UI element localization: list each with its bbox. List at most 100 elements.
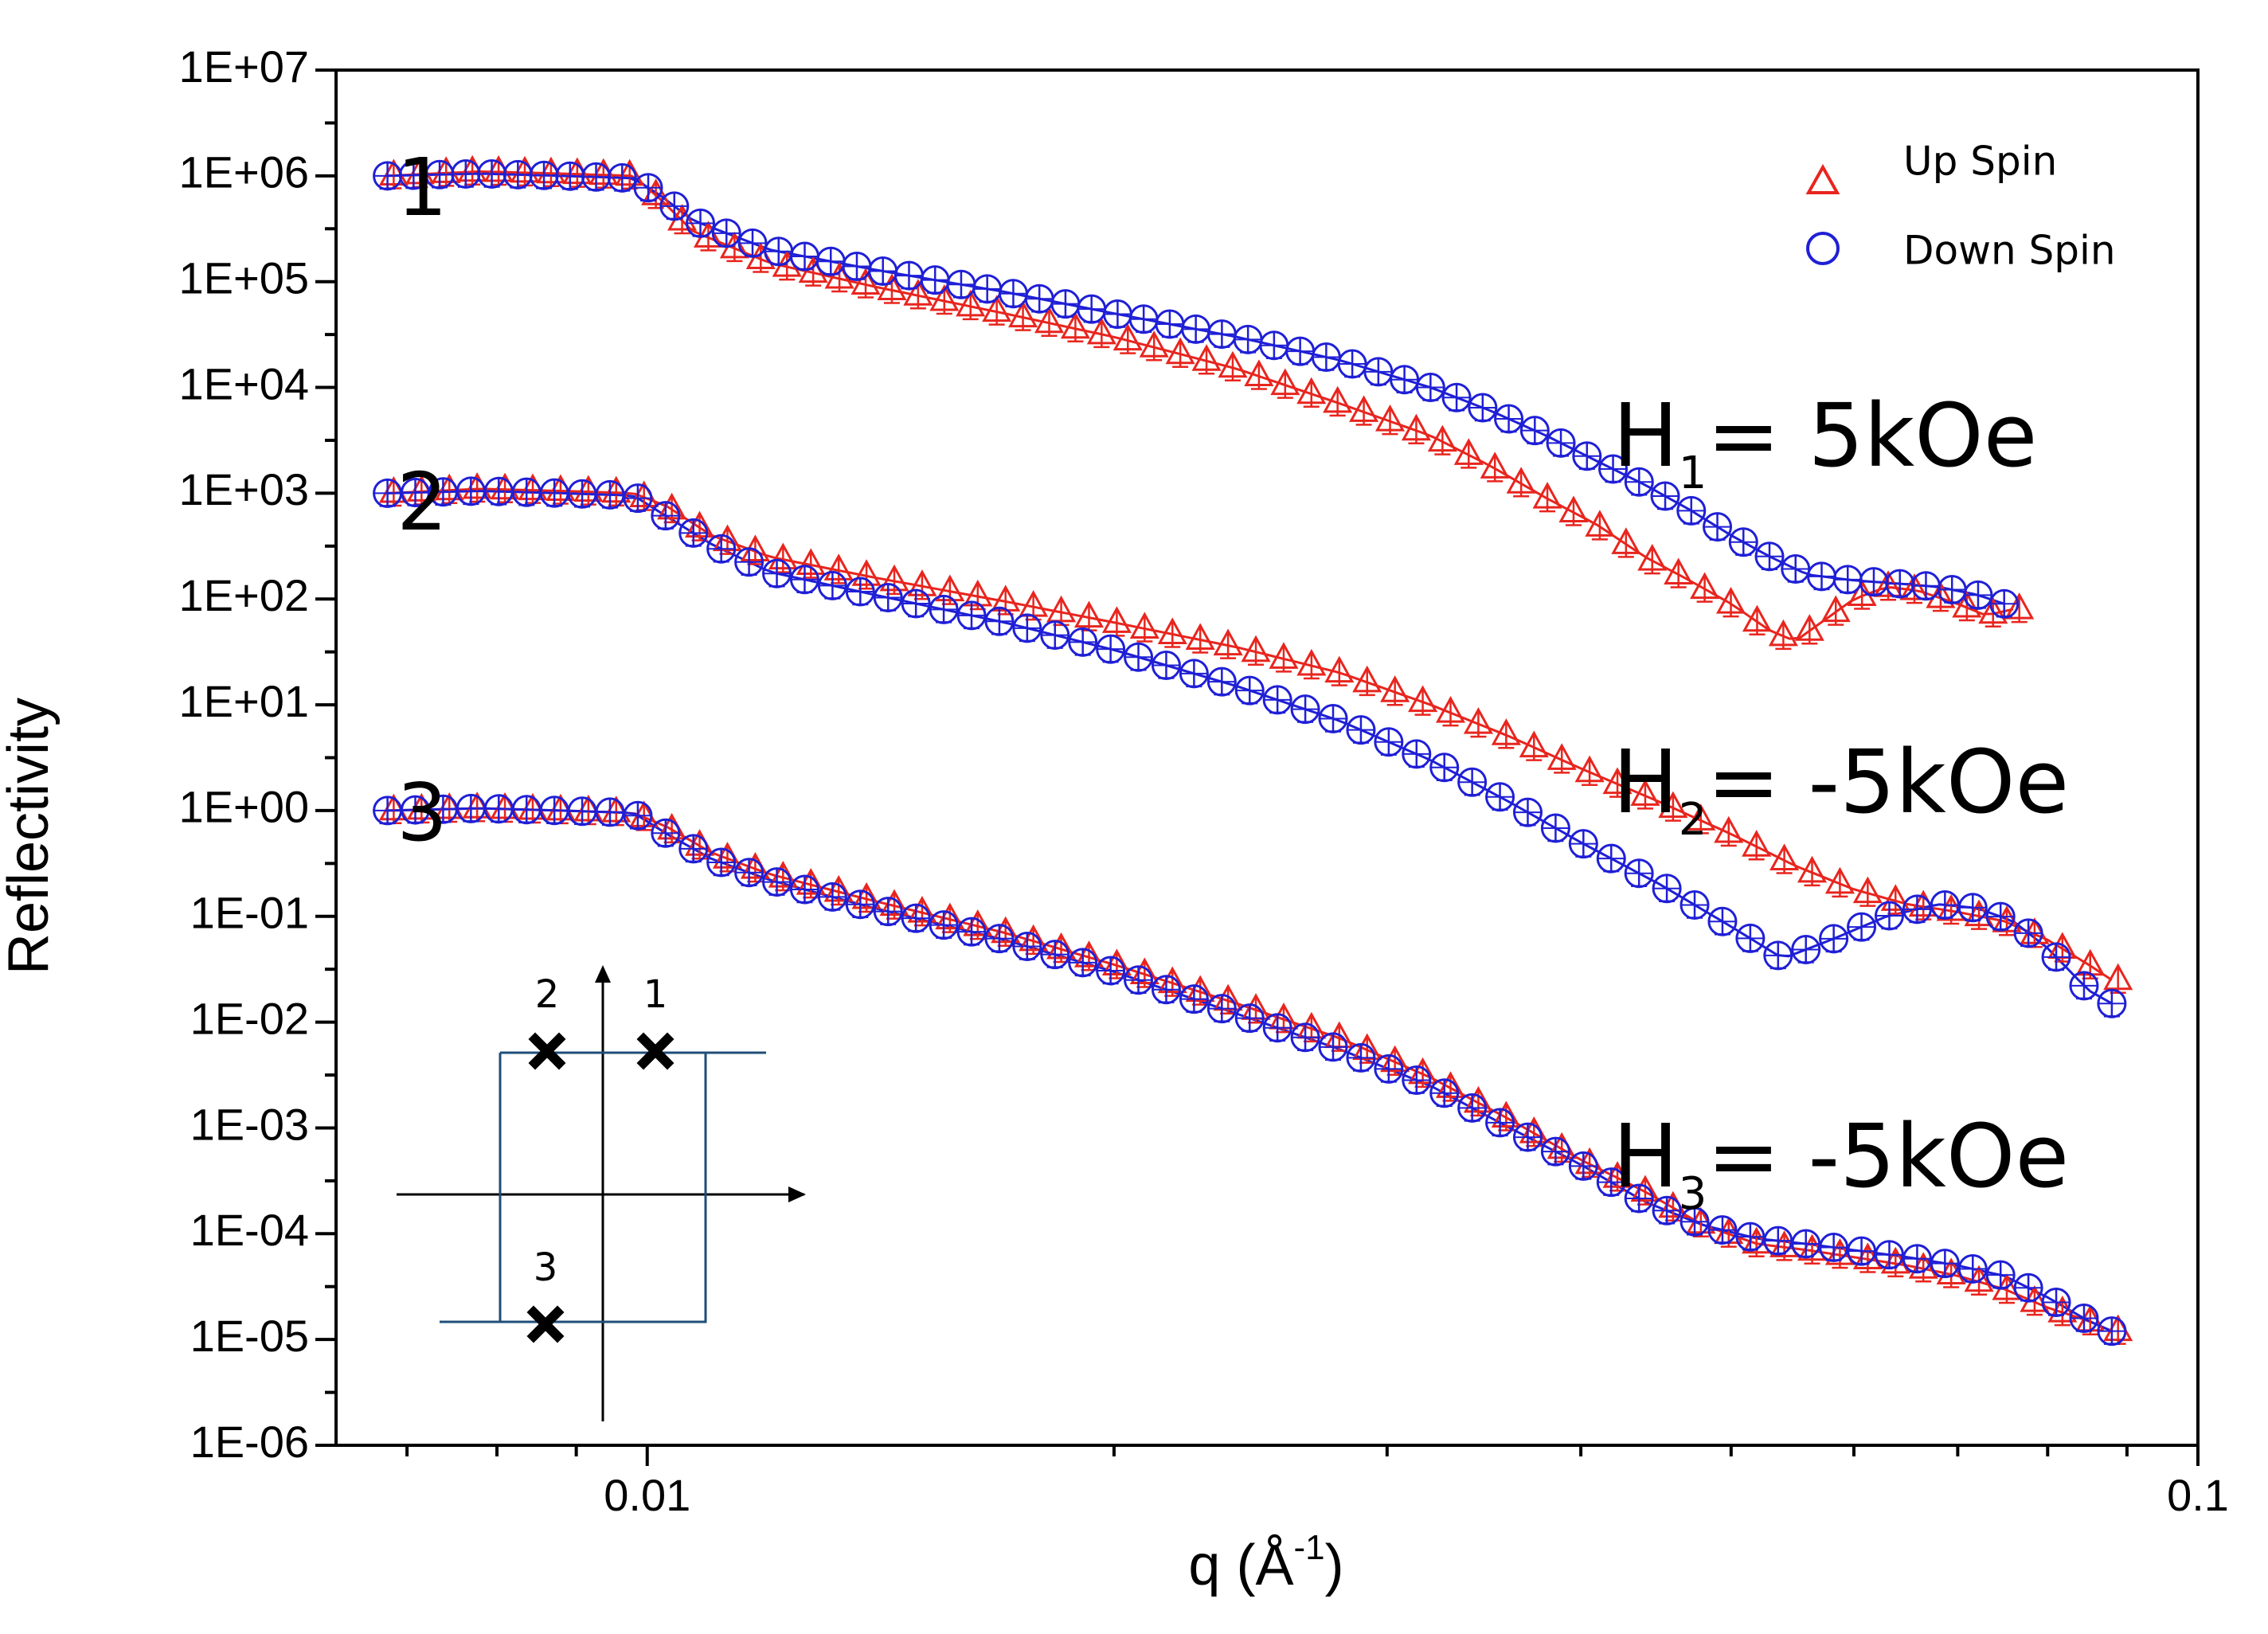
data-point-1-up [1374, 404, 1406, 436]
data-point-2-up [1574, 755, 1605, 786]
field-label-3: H3= -5kOe [1613, 1105, 2069, 1220]
data-point-2-down [929, 594, 959, 624]
data-point-1-up [1244, 359, 1274, 390]
data-point-2-down [1096, 634, 1126, 664]
data-point-2-down [873, 583, 903, 613]
data-point-1-down [451, 158, 481, 189]
data-point-1-down [764, 236, 794, 267]
data-point-2-up [1602, 767, 1633, 798]
y-tick-label: 1E-03 [190, 1099, 309, 1149]
data-point-2-down [1402, 739, 1432, 769]
data-point-2-down [511, 477, 542, 507]
data-point-2-down [2013, 918, 2043, 948]
data-point-3-down [1124, 965, 1154, 995]
data-point-2-down [1763, 940, 1793, 971]
data-point-3-down [623, 800, 653, 831]
data-point-3-down [1290, 1022, 1320, 1053]
data-point-1-down [1963, 580, 1993, 610]
data-point-2-down [956, 600, 987, 631]
data-point-1-up [929, 283, 960, 315]
data-point-1-down [581, 162, 612, 192]
data-point-2-down [1068, 627, 1098, 657]
data-point-3-down [1707, 1215, 1738, 1245]
data-point-1-up [1060, 311, 1090, 343]
data-point-1-down [815, 246, 846, 276]
data-point-3-down [1206, 994, 1237, 1024]
data-point-1-down [659, 191, 690, 221]
y-tick-label: 1E+05 [179, 252, 310, 303]
data-point-1-down [1754, 541, 1785, 572]
y-tick-label: 1E-06 [190, 1417, 309, 1467]
data-point-1-up [1952, 590, 1982, 622]
data-point-3-down [456, 793, 486, 823]
data-point-1-up [1427, 424, 1457, 455]
data-point-2-down [1040, 620, 1070, 651]
data-point-1-down [1781, 553, 1811, 584]
data-point-2-down [901, 588, 931, 619]
data-point-2-up [1324, 655, 1355, 686]
data-point-3-down [1234, 1003, 1265, 1034]
y-tick-label: 1E+06 [179, 147, 310, 197]
data-point-1-down [1624, 467, 1654, 497]
data-point-2-up [1463, 707, 1493, 738]
data-point-2-down [1206, 666, 1237, 697]
data-point-3-down [2097, 1316, 2127, 1347]
y-tick-label: 1E-05 [190, 1311, 309, 1361]
data-point-2-up [1213, 628, 1243, 659]
data-point-2-up [1352, 665, 1382, 697]
data-point-2-down [817, 570, 847, 600]
inset-cross-3 [526, 1305, 565, 1343]
data-point-2-up [1157, 617, 1187, 648]
data-point-1-down [842, 251, 872, 281]
y-tick-label: 1E+02 [179, 570, 310, 620]
data-point-2-up [1714, 815, 1744, 847]
data-point-3-down [1262, 1013, 1292, 1043]
data-point-1-down [711, 218, 741, 248]
data-point-1-down [1102, 299, 1132, 330]
data-point-1-down [894, 260, 924, 291]
data-point-1-up [2004, 592, 2035, 624]
data-point-1-down [555, 161, 585, 191]
data-point-1-up [1480, 452, 1510, 483]
data-point-1-up [1506, 467, 1536, 498]
data-point-1-down [607, 162, 637, 193]
data-point-3-down [1624, 1183, 1654, 1214]
y-tick-label: 1E-02 [190, 993, 309, 1043]
data-point-3-down [1096, 956, 1126, 986]
data-point-1-down [1259, 330, 1289, 361]
data-point-2-up [1797, 855, 1828, 887]
data-point-1-up [1715, 587, 1746, 618]
data-point-3-down [901, 903, 931, 933]
data-point-1-up [982, 295, 1012, 326]
data-point-2-down [539, 478, 569, 508]
data-point-1-down [1181, 314, 1211, 344]
data-point-1-up [1742, 604, 1772, 636]
data-point-2-down [1957, 893, 1988, 923]
data-point-2-down [651, 501, 681, 531]
curve-label-3: 3 [397, 766, 448, 859]
legend: Up Spin Down Spin [1805, 139, 2116, 274]
data-point-3-down [1596, 1167, 1626, 1198]
data-point-3-down [1540, 1136, 1570, 1167]
data-point-1-down [1077, 294, 1107, 324]
data-point-1-up [956, 289, 986, 321]
inset-label-3: 3 [534, 1245, 558, 1290]
data-point-3-down [511, 795, 542, 825]
data-point-2-down [1485, 782, 1515, 812]
field-label-1: H1= 5kOe [1613, 385, 2037, 499]
data-point-1-down [1285, 336, 1316, 366]
data-point-1-down [1233, 324, 1263, 354]
data-point-2-down [1179, 659, 1209, 689]
data-point-1-down [477, 158, 507, 189]
data-point-1-down [1311, 342, 1341, 373]
data-point-1-up [1349, 395, 1379, 426]
data-point-3-down [1429, 1078, 1460, 1108]
data-point-1-down [789, 241, 819, 272]
data-point-2-up [1129, 612, 1159, 643]
data-point-3-down [1957, 1253, 1988, 1284]
data-point-3-down [706, 847, 737, 878]
data-point-3-down [1791, 1229, 1821, 1259]
data-point-2-down [1124, 642, 1154, 672]
data-point-3-down [956, 917, 987, 947]
data-point-3-down [539, 796, 569, 826]
